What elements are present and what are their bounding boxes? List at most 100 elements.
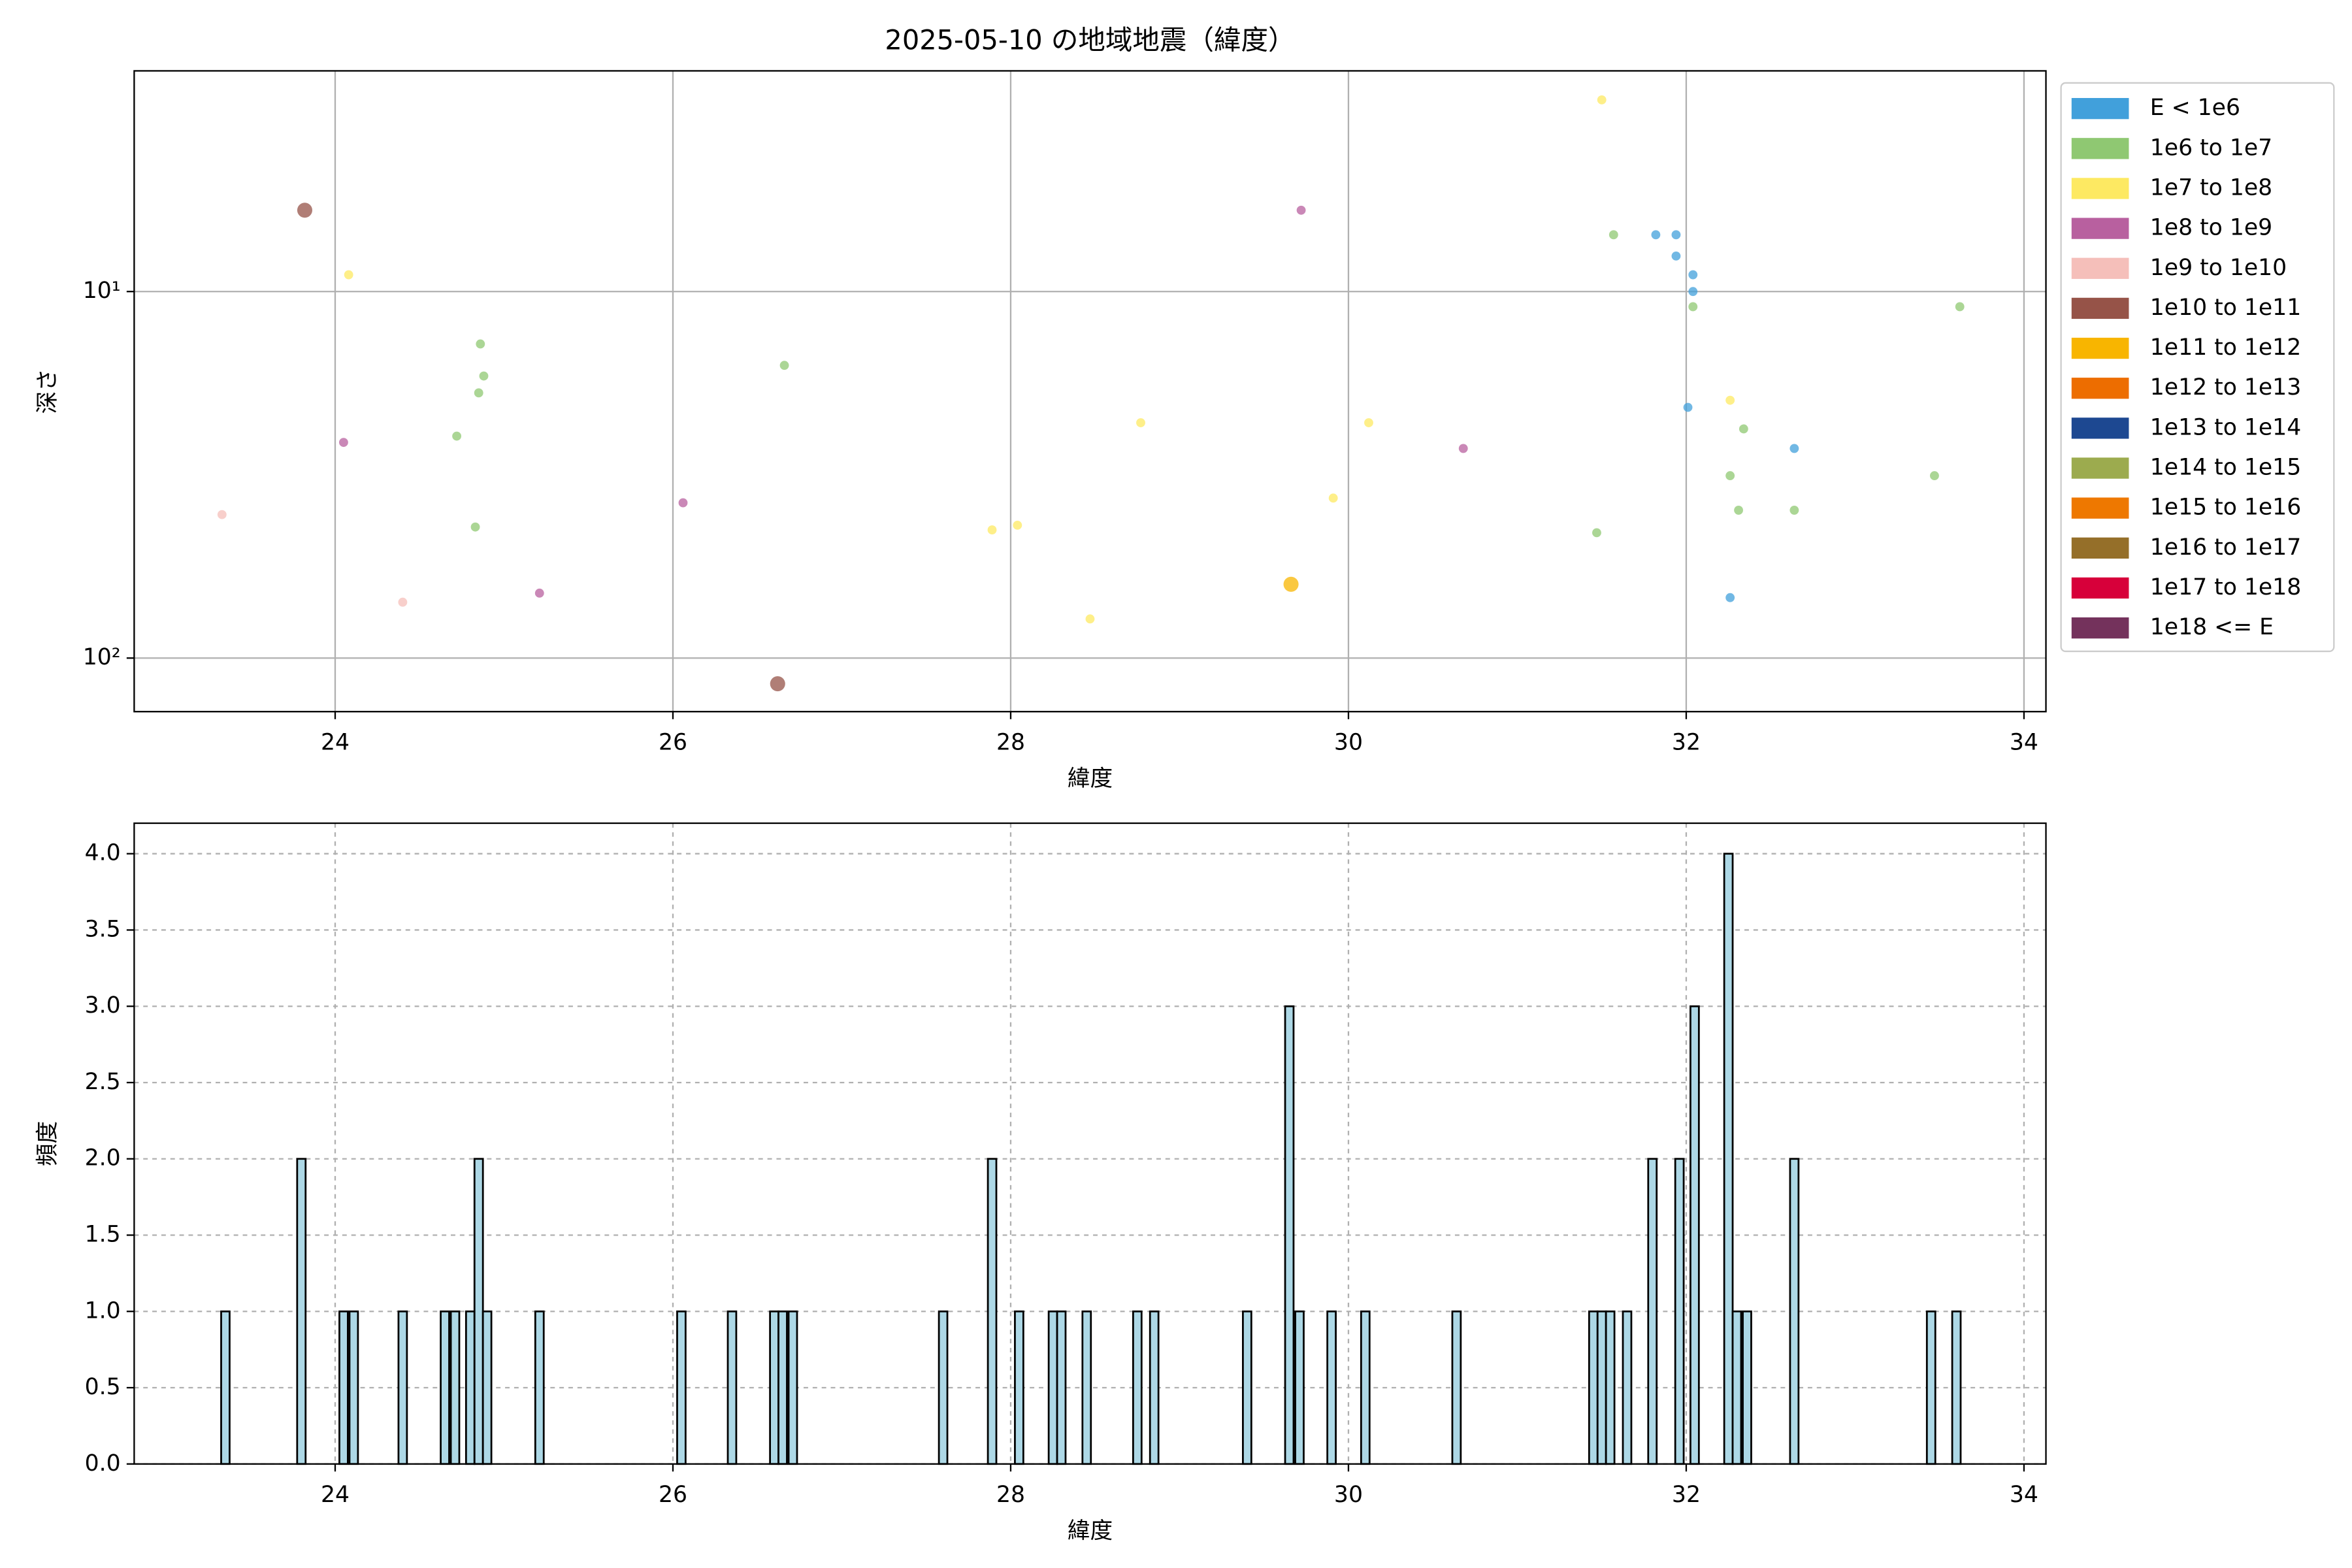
scatter-point (1725, 471, 1735, 481)
histogram-bar (1149, 1310, 1160, 1465)
histogram-bar (1132, 1310, 1143, 1465)
histogram-bar (482, 1310, 493, 1465)
scatter-point (1328, 493, 1338, 503)
scatter-point (1955, 302, 1965, 312)
scatter-point (1739, 424, 1748, 434)
legend-swatch (2071, 178, 2129, 199)
x-tick-label: 26 (659, 730, 687, 756)
scatter-point (1136, 418, 1145, 427)
legend-swatch (2071, 537, 2129, 559)
scatter-point (1688, 302, 1698, 312)
x-tick-label: 26 (659, 1482, 687, 1508)
legend-label: 1e6 to 1e7 (2150, 135, 2272, 161)
scatter-point (452, 431, 462, 441)
scatter-point (470, 522, 480, 532)
x-tick-label: 24 (321, 730, 350, 756)
histogram-bar (220, 1310, 231, 1465)
histogram-bar (1951, 1310, 1962, 1465)
y-tick-label: 0.5 (85, 1374, 121, 1400)
histogram-bar (1647, 1158, 1658, 1465)
scatter-point (1671, 230, 1681, 240)
legend-swatch (2071, 98, 2129, 120)
histogram-bar (1056, 1310, 1067, 1465)
scatter-point (1296, 205, 1306, 215)
x-tick-label: 28 (996, 730, 1025, 756)
histogram-bar (1731, 1310, 1742, 1465)
x-tick-label: 32 (1672, 1482, 1701, 1508)
legend-swatch (2071, 257, 2129, 279)
scatter-point (338, 438, 348, 448)
histogram-bar (1242, 1310, 1252, 1465)
legend-label: 1e18 <= E (2150, 614, 2274, 640)
legend-swatch (2071, 337, 2129, 359)
scatter-point (1734, 506, 1744, 515)
x-axis-label: 緯度 (1068, 1518, 1113, 1544)
legend-swatch (2071, 417, 2129, 439)
legend-swatch (2071, 297, 2129, 319)
legend-swatch (2071, 138, 2129, 159)
scatter-point (1789, 506, 1799, 515)
legend-label: 1e7 to 1e8 (2150, 174, 2272, 201)
histogram-bar (1588, 1310, 1599, 1465)
histogram-bar (534, 1310, 545, 1465)
scatter-point (1789, 444, 1799, 453)
scatter-point (474, 388, 483, 398)
histogram-bar (1925, 1310, 1936, 1465)
histogram-bar (1742, 1310, 1752, 1465)
legend-swatch (2071, 497, 2129, 519)
scatter-point (1597, 95, 1607, 105)
histogram-bar (1690, 1005, 1700, 1465)
scatter-point (344, 270, 353, 280)
histogram-bar (1284, 1005, 1295, 1465)
legend-swatch (2071, 218, 2129, 239)
histogram-bar (1326, 1310, 1337, 1465)
histogram-bar (449, 1310, 461, 1465)
scatter-point (1013, 520, 1022, 530)
scatter-point (217, 510, 227, 519)
y-tick-label: 10¹ (83, 278, 121, 304)
legend-swatch (2071, 457, 2129, 479)
legend-label: 1e9 to 1e10 (2150, 255, 2287, 281)
histogram-bar (1451, 1310, 1462, 1465)
histogram-bar (348, 1310, 359, 1465)
histogram-bar (676, 1310, 687, 1465)
histogram-bar (938, 1310, 949, 1465)
chart-title: 2025-05-10 の地域地震（緯度） (885, 24, 1295, 56)
histogram-bar (440, 1310, 450, 1465)
y-tick-label: 1.5 (85, 1221, 121, 1247)
scatter-point (1283, 576, 1299, 592)
scatter-point (987, 525, 997, 534)
scatter-point (534, 588, 544, 598)
y-tick-label: 3.0 (85, 992, 121, 1019)
scatter-point (1651, 230, 1661, 240)
legend-label: 1e13 to 1e14 (2150, 414, 2301, 440)
histogram-bar (397, 1310, 408, 1465)
y-tick-label: 1.0 (85, 1298, 121, 1324)
x-tick-label: 30 (1334, 1482, 1363, 1508)
histogram-bar (1360, 1310, 1371, 1465)
scatter-point (1609, 230, 1618, 240)
scatter-point (1458, 444, 1468, 453)
legend-label: 1e8 to 1e9 (2150, 215, 2272, 241)
histogram-bar (296, 1158, 307, 1465)
histogram-bar (1674, 1158, 1685, 1465)
histogram-bar (1789, 1158, 1800, 1465)
scatter-point (1592, 528, 1601, 538)
legend-label: 1e15 to 1e16 (2150, 495, 2301, 521)
x-tick-label: 28 (996, 1482, 1025, 1508)
histogram-bar (787, 1310, 798, 1465)
histogram-bar (1723, 853, 1734, 1465)
legend-label: 1e17 to 1e18 (2150, 574, 2301, 600)
y-tick-label: 0.0 (85, 1450, 121, 1477)
y-axis-label: 頻度 (35, 1121, 61, 1166)
y-tick-label: 3.5 (85, 916, 121, 942)
axes-frame (133, 822, 2047, 1465)
x-tick-label: 34 (2010, 730, 2038, 756)
y-tick-label: 2.5 (85, 1069, 121, 1095)
scatter-point (1725, 395, 1735, 405)
legend-label: 1e12 to 1e13 (2150, 374, 2301, 400)
legend-swatch (2071, 378, 2129, 399)
y-tick-label: 2.0 (85, 1145, 121, 1171)
